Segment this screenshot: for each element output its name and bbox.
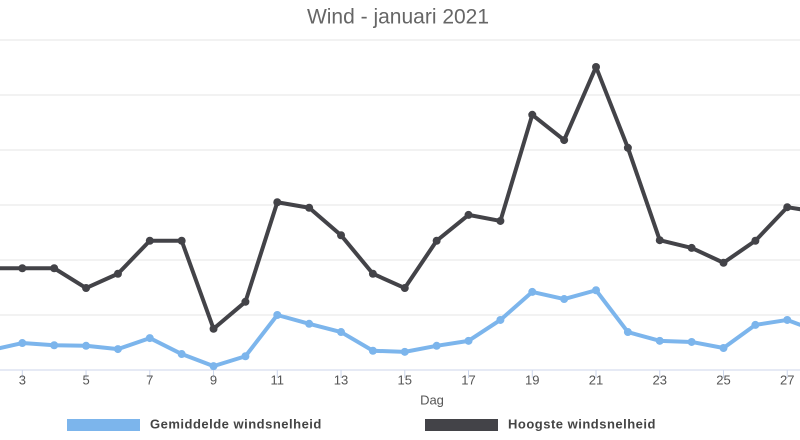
data-point [209, 362, 218, 371]
data-point [241, 352, 250, 361]
data-point [655, 336, 664, 345]
x-tick-label: 19 [525, 372, 539, 387]
data-point [113, 269, 122, 278]
data-point [464, 336, 473, 345]
data-point [368, 346, 377, 355]
data-point [783, 203, 792, 212]
x-tick-label: 9 [210, 372, 217, 387]
plot-area [0, 62, 800, 371]
data-point [432, 341, 441, 350]
data-point [50, 264, 59, 273]
data-point [719, 344, 728, 352]
data-point [432, 236, 441, 245]
data-point [400, 284, 409, 293]
x-tick-label: 7 [146, 372, 153, 387]
legend: Gemiddelde windsnelheid Hoogste windsnelh… [67, 416, 656, 431]
data-point [592, 286, 601, 295]
data-point [209, 324, 218, 333]
data-point [783, 315, 792, 324]
x-tick-label: 21 [589, 372, 603, 387]
series-line [0, 288, 800, 369]
data-point [528, 287, 537, 296]
data-point [273, 198, 282, 207]
data-point [241, 297, 250, 306]
x-axis-label: Dag [420, 392, 444, 407]
x-tick-label: 25 [716, 372, 730, 387]
x-tick-label: 27 [780, 372, 794, 387]
data-point [368, 269, 377, 278]
data-point [177, 350, 186, 359]
series-line [0, 64, 800, 331]
data-point [337, 231, 346, 240]
data-point [751, 320, 760, 329]
data-point [623, 328, 632, 337]
data-point [655, 236, 664, 245]
grid: 3 5 7 9 11 13 15 17 19 21 23 25 27 [0, 39, 800, 387]
data-point [496, 315, 505, 324]
legend-swatch [425, 419, 498, 431]
x-tick-label: 17 [461, 372, 475, 387]
data-point [560, 295, 569, 304]
data-point [50, 341, 59, 350]
data-point [560, 136, 569, 145]
chart-title: Wind - januari 2021 [307, 6, 489, 29]
data-point [719, 258, 728, 267]
x-tick-label: 23 [653, 372, 667, 387]
legend-swatch [67, 419, 140, 431]
data-point [113, 345, 122, 354]
data-point [592, 62, 601, 71]
legend-label: Gemiddelde windsnelheid [150, 416, 322, 431]
data-point [18, 339, 27, 348]
data-point [687, 243, 696, 252]
data-point [528, 110, 537, 119]
data-point [464, 210, 473, 219]
data-point [337, 328, 346, 337]
data-point [177, 236, 186, 245]
data-point [145, 236, 154, 245]
data-point [305, 319, 314, 328]
x-tick-label: 3 [19, 372, 26, 387]
data-point [305, 203, 314, 212]
x-tick-label: 15 [398, 372, 412, 387]
data-point [400, 347, 409, 356]
x-tick-label: 13 [334, 372, 348, 387]
data-point [687, 337, 696, 346]
x-tick-label: 11 [271, 372, 285, 387]
data-point [82, 284, 91, 293]
data-point [82, 341, 91, 350]
data-point [623, 143, 632, 152]
data-point [145, 334, 154, 343]
data-point [18, 264, 27, 273]
data-point [273, 311, 282, 319]
data-point [751, 236, 760, 245]
x-tick-label: 5 [82, 372, 89, 387]
legend-label: Hoogste windsnelheid [508, 416, 656, 431]
data-point [496, 216, 505, 225]
